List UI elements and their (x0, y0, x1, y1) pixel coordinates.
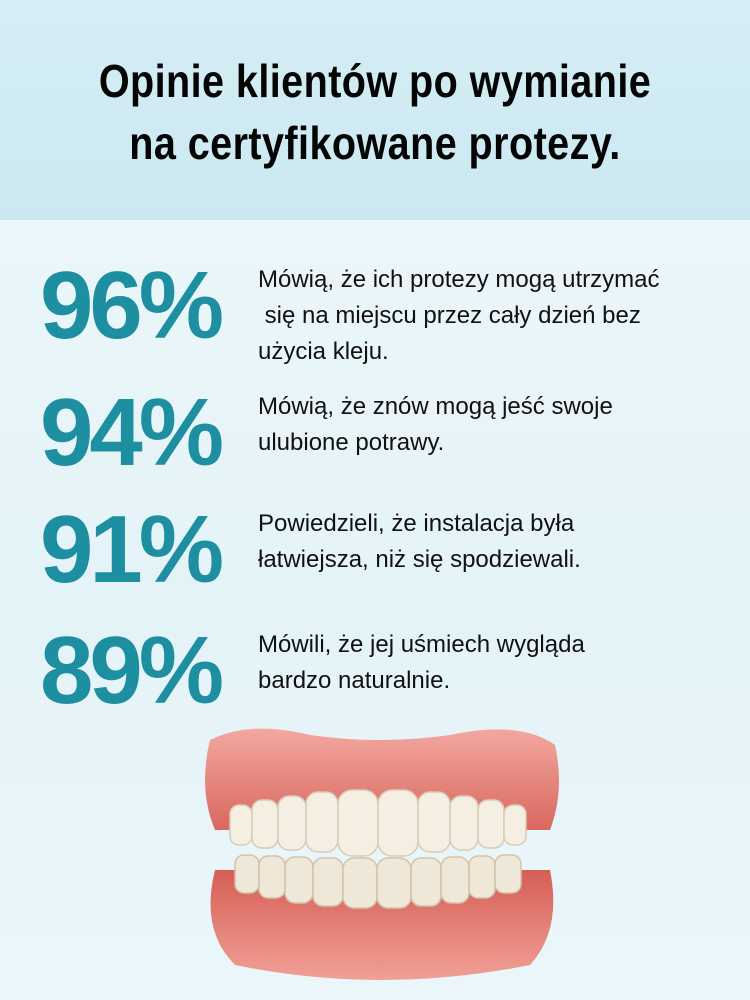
stat-description: Mówią, że znów mogą jeść swoje ulubione … (258, 393, 613, 456)
lower-teeth (234, 854, 522, 909)
title-line-1: Opinie klientów po wymianie (98, 55, 652, 107)
stat-percentage: 91% (40, 496, 224, 603)
upper-teeth (229, 789, 527, 857)
stat-percentage: 89% (40, 617, 224, 724)
denture-image (205, 728, 559, 980)
stat-percentage: 94% (40, 379, 224, 486)
header-banner (0, 0, 750, 220)
stat-description: Mówią, że ich protezy mogą utrzymać się … (258, 266, 660, 365)
page-title: Opinie klientów po wymianie na certyfiko… (53, 50, 698, 174)
title-line-2: na certyfikowane protezy. (129, 117, 621, 169)
stat-percentage: 96% (40, 252, 224, 359)
stat-description: Powiedzieli, że instalacja była łatwiejs… (258, 510, 581, 573)
stat-description: Mówili, że jej uśmiech wygląda bardzo na… (258, 631, 585, 694)
